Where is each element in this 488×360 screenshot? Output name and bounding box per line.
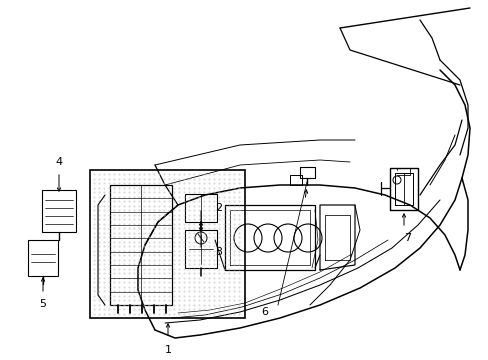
- Text: 2: 2: [215, 203, 222, 213]
- Bar: [28, 240, 58, 276]
- Text: 1: 1: [164, 345, 171, 355]
- Bar: [184, 194, 217, 222]
- Text: 7: 7: [404, 233, 411, 243]
- Text: 4: 4: [55, 157, 62, 167]
- Text: 3: 3: [215, 247, 222, 257]
- Text: 5: 5: [40, 299, 46, 309]
- Text: 6: 6: [261, 307, 268, 317]
- Bar: [110, 185, 172, 305]
- Bar: [42, 190, 76, 232]
- Bar: [90, 170, 244, 318]
- Bar: [184, 230, 217, 268]
